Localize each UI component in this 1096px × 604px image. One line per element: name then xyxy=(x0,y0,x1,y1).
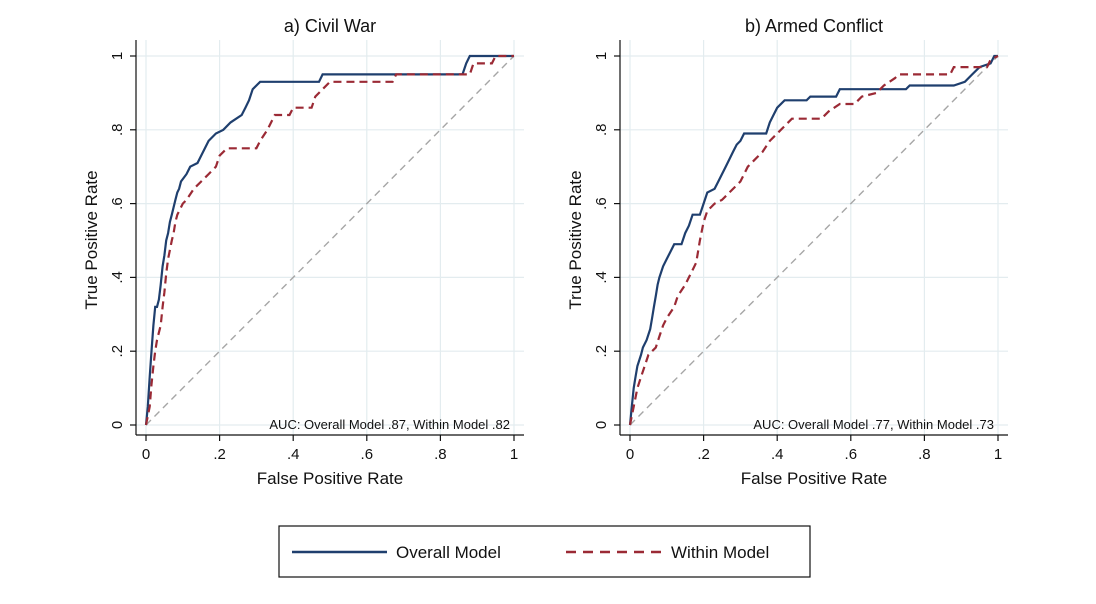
x-ticks-armed-conflict: 0 .2 .4 .6 .8 1 xyxy=(626,435,1002,463)
y-axis-label-armed-conflict: True Positive Rate xyxy=(566,170,585,309)
x-tick-label-armed-conflict: .2 xyxy=(697,446,710,463)
y-tick-label-armed-conflict: .8 xyxy=(593,124,610,137)
y-axis-label-civil-war: True Positive Rate xyxy=(82,170,101,309)
series-civil-war xyxy=(144,54,514,426)
series-overall-model-civil-war xyxy=(144,54,514,426)
panel-title-civil-war: a) Civil War xyxy=(284,16,376,36)
y-tick-label-civil-war: .6 xyxy=(109,197,126,210)
x-tick-label-civil-war: 1 xyxy=(510,446,518,463)
x-tick-label-armed-conflict: .8 xyxy=(918,446,931,463)
y-tick-label-armed-conflict: .6 xyxy=(593,197,610,210)
series-armed-conflict xyxy=(628,54,999,426)
reference-diagonal-civil-war xyxy=(145,55,515,426)
legend-label-within-model: Within Model xyxy=(671,543,769,562)
y-ticks-armed-conflict: 0 .2 .4 .6 .8 1 xyxy=(593,52,620,429)
y-tick-label-civil-war: .8 xyxy=(109,124,126,137)
x-tick-label-armed-conflict: .4 xyxy=(771,446,784,463)
x-tick-label-civil-war: .4 xyxy=(287,446,300,463)
y-ticks-civil-war: 0 .2 .4 .6 .8 1 xyxy=(109,52,136,429)
y-tick-label-civil-war: .2 xyxy=(109,345,126,358)
y-tick-label-armed-conflict: .2 xyxy=(593,345,610,358)
panel-title-armed-conflict: b) Armed Conflict xyxy=(745,16,883,36)
plot-region-armed-conflict xyxy=(620,40,1008,435)
series-within-model-armed-conflict xyxy=(628,55,999,426)
reference-diagonal-armed-conflict xyxy=(629,55,999,426)
legend: Overall Model Within Model xyxy=(278,525,811,578)
auc-annotation-civil-war: AUC: Overall Model .87, Within Model .82 xyxy=(269,417,510,432)
x-tick-label-armed-conflict: 0 xyxy=(626,446,634,463)
x-tick-label-civil-war: .6 xyxy=(361,446,374,463)
legend-label-overall-model: Overall Model xyxy=(396,543,501,562)
y-tick-label-civil-war: 1 xyxy=(109,52,126,60)
x-tick-label-civil-war: 0 xyxy=(142,446,150,463)
panel-armed-conflict: 0.2.4.6.8 1 0.2.4.6.81 b) Armed Conflict … xyxy=(566,16,1008,488)
x-tick-label-armed-conflict: 1 xyxy=(994,446,1002,463)
x-axis-label-civil-war: False Positive Rate xyxy=(257,469,403,488)
y-tick-label-armed-conflict: .4 xyxy=(593,271,610,284)
y-tick-label-civil-war: 0 xyxy=(109,421,126,429)
x-tick-label-civil-war: .8 xyxy=(434,446,447,463)
plot-region-civil-war xyxy=(136,40,524,435)
grid-civil-war xyxy=(136,40,524,435)
x-tick-label-civil-war: .2 xyxy=(213,446,226,463)
series-overall-model-armed-conflict xyxy=(628,54,998,426)
grid-armed-conflict xyxy=(620,40,1008,435)
y-tick-label-armed-conflict: 0 xyxy=(593,421,610,429)
x-ticks-civil-war: 0 .2 .4 .6 .8 1 xyxy=(142,435,518,463)
auc-annotation-armed-conflict: AUC: Overall Model .77, Within Model .73 xyxy=(753,417,994,432)
y-tick-label-civil-war: .4 xyxy=(109,271,126,284)
y-tick-label-armed-conflict: 1 xyxy=(593,52,610,60)
x-tick-label-armed-conflict: .6 xyxy=(845,446,858,463)
series-within-model-civil-war xyxy=(144,54,514,426)
panel-civil-war: 0 .2 .4 .6 .8 1 0 .2 .4 .6 .8 1 a) Civil War False… xyxy=(82,16,524,488)
x-axis-label-armed-conflict: False Positive Rate xyxy=(741,469,887,488)
